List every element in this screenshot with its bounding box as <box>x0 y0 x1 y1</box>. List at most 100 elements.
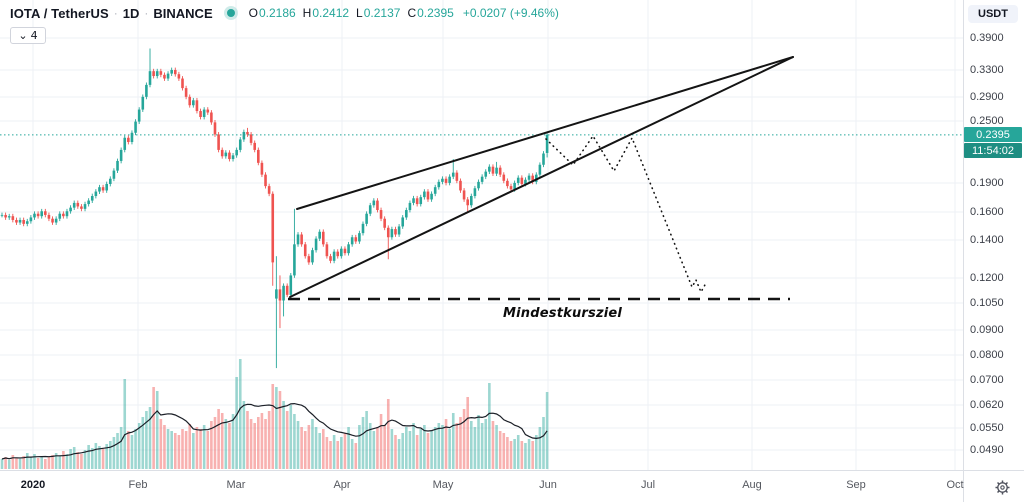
wedge-lower-trendline[interactable] <box>289 56 794 298</box>
candle-body <box>408 202 412 211</box>
projection-zigzag[interactable] <box>545 134 707 294</box>
volume-bar <box>462 409 466 469</box>
volume-bar <box>65 454 69 469</box>
price-tick-label: 0.0550 <box>970 422 1004 434</box>
volume-bar <box>430 431 433 469</box>
volume-bar <box>477 415 480 469</box>
candle-body <box>98 187 101 192</box>
volume-bar <box>220 413 224 469</box>
candle-body <box>58 213 62 219</box>
volume-bar <box>148 407 152 469</box>
market-status-icon[interactable] <box>226 9 235 17</box>
volume-bar <box>188 424 192 469</box>
candle-body <box>199 111 202 118</box>
volume-bar <box>325 437 329 469</box>
volume-bar <box>7 460 11 469</box>
gear-icon <box>994 479 1010 495</box>
candle-body <box>318 231 321 239</box>
candle-body <box>365 213 368 224</box>
volume-bar <box>538 427 542 469</box>
candle-body <box>166 73 170 79</box>
candle-body <box>235 149 238 156</box>
volume-bar <box>184 431 188 469</box>
candle-body <box>275 289 278 299</box>
time-tick-label: Aug <box>742 479 762 491</box>
volume-bar <box>293 414 296 469</box>
candle-body <box>534 174 538 182</box>
candle-body <box>224 152 228 157</box>
volume-bar <box>491 421 495 469</box>
wedge-upper-trendline[interactable] <box>296 56 794 210</box>
candle-body <box>397 226 401 235</box>
candle-body <box>137 109 141 122</box>
gridlines <box>0 0 963 470</box>
price-tick-label: 0.1200 <box>970 272 1004 284</box>
volume-bar <box>394 435 397 469</box>
candle-body <box>303 244 307 257</box>
volume-bar <box>311 419 314 469</box>
volume-bar <box>350 439 354 469</box>
axis-settings-button[interactable] <box>992 478 1012 496</box>
volume-bar <box>235 377 238 469</box>
price-axis-separator[interactable] <box>963 0 964 502</box>
volume-bar <box>123 379 127 469</box>
exchange-label[interactable]: BINANCE <box>153 5 213 21</box>
candle-body <box>343 248 347 254</box>
volume-bar <box>206 431 210 469</box>
volume-bar <box>509 441 513 469</box>
time-tick-label: Jun <box>539 479 557 491</box>
candle-body <box>7 216 11 218</box>
candlestick-series[interactable] <box>0 48 549 369</box>
candle-body <box>531 175 534 182</box>
volume-bar <box>163 425 166 469</box>
candle-body <box>527 175 531 180</box>
time-axis-separator[interactable] <box>0 470 1024 471</box>
candle-body <box>220 149 224 157</box>
candle-body <box>376 200 379 211</box>
volume-bar <box>534 435 538 469</box>
volume-bar <box>72 447 76 469</box>
symbol-title[interactable]: IOTA / TetherUS <box>10 5 109 21</box>
candle-body <box>80 206 83 209</box>
volume-bar <box>22 456 25 469</box>
volume-bar <box>473 427 477 469</box>
drawing-overlays[interactable] <box>288 56 794 301</box>
candle-body <box>195 100 199 112</box>
volume-bar <box>109 441 112 469</box>
candle-body <box>170 69 173 74</box>
volume-bar <box>340 437 343 469</box>
volume-bar <box>80 454 83 469</box>
volume-bar <box>58 456 62 469</box>
volume-bar <box>0 459 4 469</box>
candle-body <box>105 183 108 191</box>
time-tick-label: Mar <box>226 479 246 491</box>
candle-body <box>22 219 25 224</box>
currency-unit-button[interactable]: USDT <box>968 5 1018 23</box>
candle-body <box>386 227 390 238</box>
volume-bar <box>177 435 181 469</box>
volume-bar <box>386 399 390 469</box>
candle-body <box>506 180 509 187</box>
candle-body <box>76 202 80 207</box>
volume-bar <box>365 411 368 469</box>
volume-bar <box>271 384 275 469</box>
volume-series[interactable] <box>0 359 549 469</box>
indicators-collapse-button[interactable]: ⌄ 4 <box>10 27 46 44</box>
interval-label[interactable]: 1D <box>122 5 140 21</box>
candle-body <box>15 219 18 223</box>
volume-bar <box>4 457 7 469</box>
candle-body <box>148 71 152 85</box>
volume-bar <box>448 429 451 469</box>
volume-bar <box>15 458 18 469</box>
volume-bar <box>358 425 361 469</box>
volume-bar <box>173 433 177 469</box>
volume-bar <box>412 423 415 469</box>
separator-dot: · <box>144 6 149 20</box>
candle-body <box>412 198 415 203</box>
volume-bar <box>116 433 119 469</box>
candle-body <box>520 177 524 184</box>
volume-bar <box>228 423 231 469</box>
min-target-label[interactable]: Mindestkursziel <box>503 306 623 321</box>
candle-body <box>217 134 220 150</box>
